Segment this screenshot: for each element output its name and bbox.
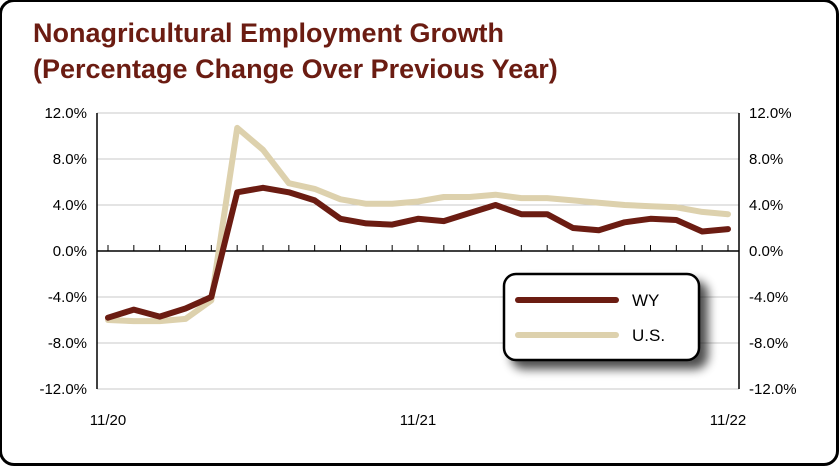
axes [96,113,740,389]
y-tick-label-left: 8.0% [53,151,87,168]
y-tick-label-right: -12.0% [749,381,797,398]
legend-label-us: U.S. [632,326,665,345]
y-tick-label-left: 0.0% [53,243,87,260]
y-tick-label-right: -8.0% [749,335,788,352]
series-line-wy [105,184,731,321]
chart-title: Nonagricultural Employment Growth (Perce… [33,15,558,87]
x-axis-ticks: 11/20 11/21 11/22 [90,412,746,429]
x-tick-label: 11/22 [710,412,746,429]
x-tick-label: 11/21 [400,412,436,429]
y-tick-label-right: 8.0% [749,151,783,168]
legend-box [502,272,701,362]
y-tick-label-right: -4.0% [749,289,788,306]
y-tick-label-left: -8.0% [48,335,87,352]
y-tick-label-right: 12.0% [749,105,792,122]
y-axis-left-ticks: 12.0% 8.0% 4.0% 0.0% -4.0% -8.0% -12.0% [39,105,87,398]
chart-title-line-1: Nonagricultural Employment Growth [33,18,505,48]
y-tick-label-right: 4.0% [749,197,783,214]
y-tick-label-left: 12.0% [44,105,87,122]
y-axis-right-ticks: 12.0% 8.0% 4.0% 0.0% -4.0% -8.0% -12.0% [749,105,797,398]
y-tick-label-left: 4.0% [53,197,87,214]
legend-label-wy: WY [632,291,659,310]
legend: WY U.S. [502,272,701,362]
y-tick-label-left: -12.0% [39,381,87,398]
chart-title-line-2: (Percentage Change Over Previous Year) [33,54,558,84]
y-tick-label-right: 0.0% [749,243,783,260]
series-lines [105,124,731,325]
series-line-us [105,124,731,325]
y-tick-label-left: -4.0% [48,289,87,306]
x-tick-label: 11/20 [90,412,126,429]
